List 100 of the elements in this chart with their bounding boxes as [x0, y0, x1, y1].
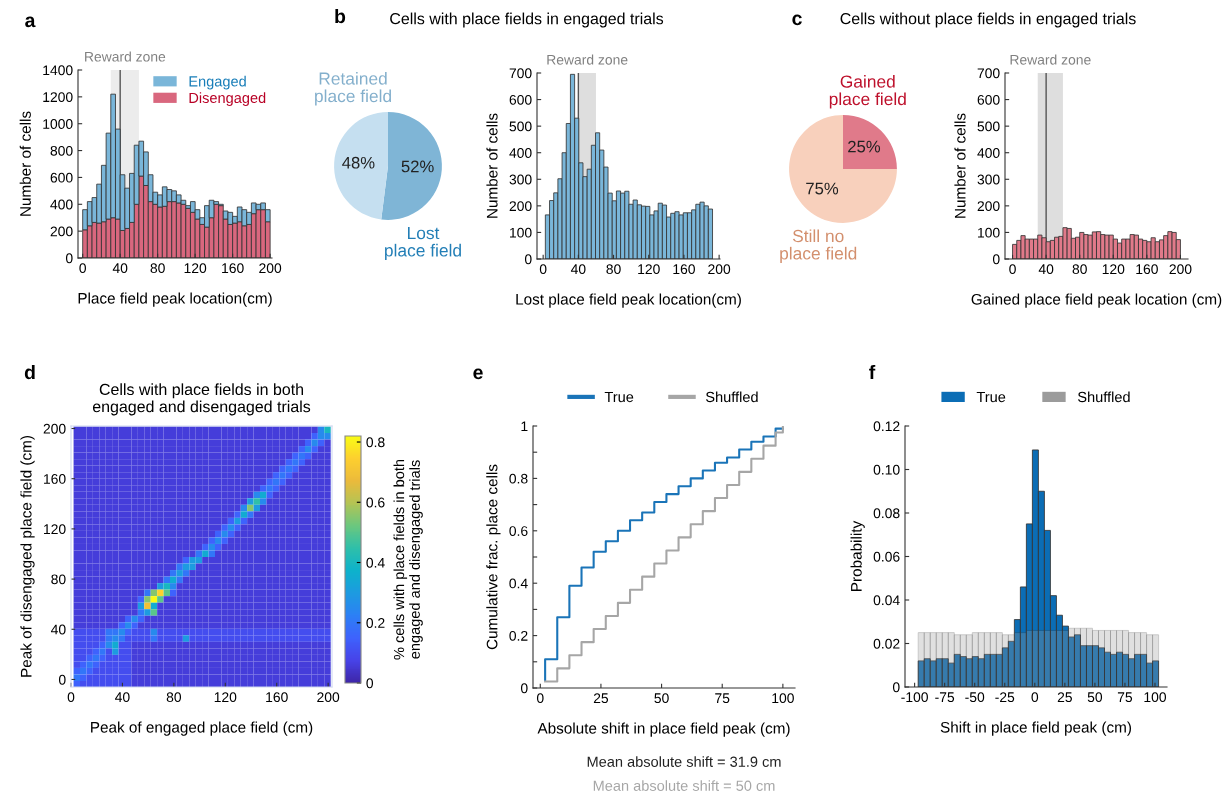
x-tick-label: 40 — [115, 692, 130, 703]
y-tick-label: 700 — [977, 68, 1000, 79]
color-bar-label: 0.4 — [366, 557, 385, 568]
y-tick-label: 200 — [977, 201, 1000, 212]
legend-label: Shuffled — [1077, 391, 1130, 403]
slice-label: Retained place field — [315, 71, 391, 106]
y-tick-label: 400 — [977, 148, 1000, 158]
y-axis-title: Probability — [850, 520, 865, 591]
x-tick-label: 0 — [1009, 264, 1016, 275]
band-label: Reward zone — [85, 51, 166, 62]
text: Cells without place fields in engaged trials — [840, 12, 1136, 28]
slice-label: Still no place field — [780, 229, 857, 264]
band-label: Reward zone — [547, 54, 628, 65]
x-tick-label: 120 — [638, 264, 660, 275]
y-tick-label: 0 — [520, 683, 528, 694]
x-axis-title: Lost place field peak location(cm) — [516, 293, 741, 308]
y-tick-label: 0.2 — [509, 630, 528, 641]
y-tick-label: 0.10 — [873, 464, 900, 475]
x-tick-label: 0 — [79, 263, 87, 274]
y-tick-label: 0 — [58, 674, 66, 685]
y-tick-label: 0 — [524, 254, 532, 265]
x-tick-label: 75 — [1117, 692, 1133, 703]
y-tick-label: 120 — [44, 524, 66, 535]
y-tick-label: 1000 — [43, 119, 73, 129]
x-tick-label: 200 — [259, 263, 282, 274]
y-tick-label: 0.06 — [873, 551, 900, 562]
y-tick-label: 200 — [43, 423, 66, 434]
x-tick-label: 160 — [222, 263, 244, 274]
text: b — [335, 8, 346, 24]
legend-label: Shuffled — [705, 391, 758, 403]
x-tick-label: 75 — [715, 693, 730, 704]
legend-label: True — [976, 391, 1006, 403]
y-tick-label: 400 — [50, 199, 73, 210]
pie-slice — [381, 112, 442, 220]
x-tick-label: 120 — [184, 263, 207, 274]
slice-label: Gained place field — [829, 74, 906, 109]
text: Mean absolute shift = 31.9 cm — [587, 756, 781, 767]
y-tick-label: 0 — [65, 253, 73, 264]
y-tick-label: 600 — [50, 172, 73, 183]
text: d — [24, 364, 35, 380]
y-tick-label: 200 — [50, 226, 73, 237]
y-tick-label: 0.8 — [509, 473, 528, 484]
x-tick-label: 40 — [570, 264, 586, 275]
y-axis-title: Cumulative frac. place cells — [486, 464, 501, 650]
x-tick-label: 200 — [1169, 264, 1192, 275]
y-tick-label: 0.4 — [509, 578, 528, 589]
y-axis-title: Number of cells — [486, 113, 498, 218]
text: Mean absolute shift = 50 cm — [593, 780, 775, 791]
x-tick-label: 160 — [266, 692, 288, 703]
x-tick-label: 200 — [317, 692, 340, 703]
x-tick-label: 120 — [1102, 264, 1125, 275]
pie-slice — [334, 112, 388, 220]
x-tick-label: 80 — [150, 263, 165, 274]
y-tick-label: 0.04 — [873, 595, 900, 606]
y-tick-label: 500 — [509, 121, 532, 132]
slice-label: Lost place field — [385, 227, 461, 261]
y-tick-label: 800 — [50, 145, 73, 156]
data-label: 75% — [806, 182, 839, 195]
x-tick-label: 0 — [1031, 692, 1039, 703]
y-tick-label: 100 — [978, 227, 1000, 238]
y-tick-label: 0.12 — [873, 421, 900, 432]
x-tick-label: 100 — [772, 693, 794, 704]
x-axis-title: Place field peak location(cm) — [78, 292, 272, 307]
x-tick-label: 200 — [708, 264, 731, 275]
y-tick-label: 300 — [977, 174, 1000, 185]
x-axis-title: Peak of engaged place field (cm) — [91, 721, 313, 736]
x-axis-title: Absolute shift in place field peak (cm) — [537, 722, 790, 737]
y-tick-label: 160 — [44, 474, 66, 484]
color-bar-label: 0 — [366, 678, 374, 689]
x-tick-label: 0 — [539, 264, 547, 275]
x-tick-label: 160 — [1136, 264, 1158, 275]
y-tick-label: 600 — [509, 94, 532, 105]
x-tick-label: 120 — [214, 692, 237, 703]
x-tick-label: 100 — [1144, 692, 1167, 703]
color-bar-label: 0.8 — [366, 437, 385, 448]
y-tick-label: 200 — [509, 201, 532, 212]
y-tick-label: 1 — [521, 421, 528, 432]
y-tick-label: 0.08 — [873, 508, 900, 519]
y-tick-label: 700 — [509, 68, 532, 79]
y-axis-title: Number of cells — [19, 111, 31, 216]
x-tick-label: -75 — [935, 692, 955, 703]
legend-label: Engaged — [189, 75, 246, 90]
text: a — [25, 16, 36, 28]
band-label: Reward zone — [1010, 54, 1091, 65]
y-tick-label: 0 — [892, 682, 900, 693]
y-tick-label: 80 — [51, 574, 66, 585]
chart-title: Cells with place fields in both engaged and disengaged trials — [92, 383, 311, 416]
legend-label: Disengaged — [189, 92, 266, 106]
y-tick-label: 600 — [977, 94, 1000, 105]
x-tick-label: 80 — [606, 264, 621, 275]
text: c — [792, 14, 802, 26]
y-tick-label: 0.6 — [509, 526, 528, 536]
y-tick-label: 40 — [51, 624, 66, 635]
x-tick-label: 40 — [1038, 264, 1054, 275]
x-axis-title: Gained place field peak location (cm) — [971, 293, 1222, 308]
pie-slice — [843, 115, 897, 169]
x-tick-label: 0 — [536, 693, 544, 704]
text: f — [869, 364, 876, 380]
x-tick-label: 80 — [1072, 264, 1087, 275]
y-tick-label: 100 — [510, 227, 532, 238]
